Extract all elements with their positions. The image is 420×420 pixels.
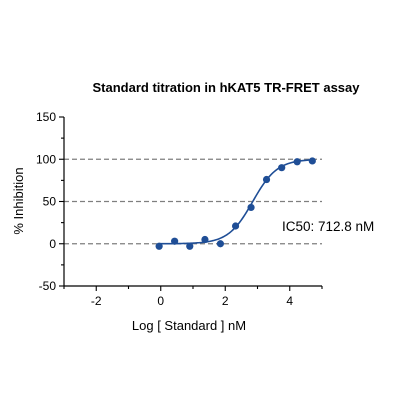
- data-point: [308, 157, 316, 165]
- data-point: [155, 242, 163, 250]
- y-tick-label: -50: [39, 279, 57, 293]
- x-tick-label: 2: [222, 294, 229, 308]
- y-tick-label: 100: [36, 152, 56, 166]
- ic50-annotation: IC50: 712.8 nM: [282, 219, 374, 234]
- data-point: [216, 240, 225, 248]
- data-point: [201, 235, 209, 244]
- x-axis-label: Log [ Standard ] nM: [132, 318, 246, 333]
- y-axis-label: % Inhibition: [11, 167, 26, 234]
- data-point: [171, 237, 179, 245]
- data-point: [247, 203, 255, 212]
- x-tick-label: 4: [286, 294, 293, 308]
- data-point: [186, 242, 194, 250]
- x-tick-label: -2: [91, 294, 102, 308]
- x-tick-label: 0: [157, 294, 164, 308]
- chart-title: Standard titration in hKAT5 TR-FRET assa…: [92, 80, 360, 95]
- data-point: [278, 164, 286, 172]
- axes: -50 0 50 100 150 -2 0 2 4: [36, 110, 323, 308]
- y-tick-label: 0: [49, 237, 56, 251]
- y-tick-label: 50: [43, 195, 57, 209]
- data-point: [262, 175, 271, 184]
- data-point: [293, 158, 301, 166]
- data-point: [231, 222, 240, 230]
- data-points: [155, 157, 316, 250]
- y-tick-label: 150: [36, 110, 56, 124]
